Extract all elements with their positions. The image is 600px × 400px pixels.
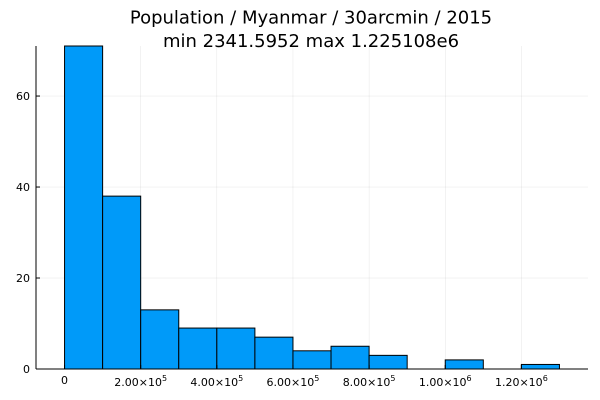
x-tick-label: 1.00×106 [419,374,472,389]
y-tick-label: 40 [16,181,30,194]
bars [64,45,560,370]
y-tick-label: 20 [16,272,30,285]
x-tick-label: 6.00×105 [267,374,320,389]
histogram-bar [330,345,370,370]
histogram-bar [254,336,294,370]
chart-subtitle: min 2341.5952 max 1.225108e6 [163,31,459,52]
x-tick-label: 8.00×105 [343,374,396,389]
histogram-bar [292,350,332,370]
x-tick-label: 2.00×105 [114,374,167,389]
histogram-bar [140,309,180,370]
histogram-bar [216,327,256,370]
grid-lines [36,46,588,370]
histogram-bar [178,327,218,370]
x-tick-label: 1.20×106 [495,374,548,389]
histogram-bar [64,45,104,370]
x-tick-label: 4.00×105 [190,374,243,389]
axes [35,46,588,370]
y-axis-ticks: 0 20 40 60 [16,90,40,376]
y-tick-label: 0 [23,363,30,376]
histogram-bar [520,363,560,370]
x-tick-label: 0 [61,374,68,387]
histogram-bar [102,195,142,370]
y-tick-label: 60 [16,90,30,103]
chart-title: Population / Myanmar / 30arcmin / 2015 [130,8,492,29]
histogram-bar [444,359,484,370]
histogram-bar [368,354,408,370]
x-axis-ticks: 0 2.00×105 4.00×105 6.00×105 8.00×105 1.00×10… [61,365,548,389]
